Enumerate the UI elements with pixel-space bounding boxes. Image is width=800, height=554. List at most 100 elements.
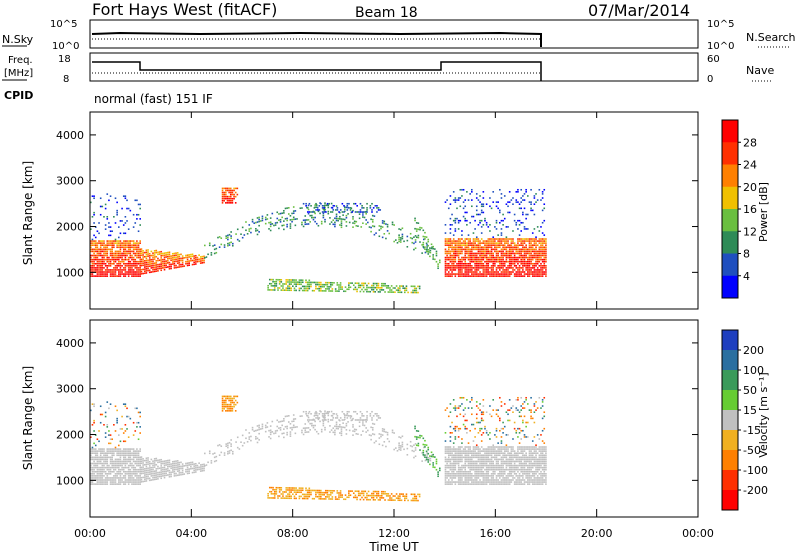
data-cell <box>451 462 453 465</box>
data-cell <box>93 456 95 459</box>
data-cell <box>134 222 137 224</box>
data-cell <box>127 248 130 251</box>
data-cell <box>126 273 128 275</box>
data-cell <box>513 246 516 249</box>
data-cell <box>402 493 404 495</box>
data-cell <box>503 462 506 465</box>
data-cell <box>300 279 302 281</box>
data-cell <box>474 242 476 244</box>
data-cell <box>372 288 375 291</box>
data-cell <box>457 252 460 255</box>
data-cell <box>366 288 368 291</box>
data-cell <box>227 236 229 239</box>
data-cell <box>495 267 498 269</box>
data-cell <box>354 286 357 289</box>
data-cell <box>456 244 458 247</box>
data-cell <box>314 424 316 427</box>
data-cell <box>117 448 120 450</box>
data-cell <box>348 286 350 289</box>
data-cell <box>527 228 529 230</box>
data-cell <box>148 255 151 257</box>
data-cell <box>466 452 468 455</box>
data-cell <box>451 483 453 485</box>
data-cell <box>525 265 527 267</box>
data-cell <box>298 283 301 286</box>
colorbar-swatch <box>722 142 738 165</box>
data-cell <box>98 273 100 275</box>
data-cell <box>508 252 511 255</box>
freq-tick-bottom: 8 <box>63 74 69 85</box>
data-cell <box>499 473 501 475</box>
data-cell <box>176 474 179 477</box>
data-cell <box>457 228 460 230</box>
data-cell <box>533 271 536 273</box>
data-cell <box>484 481 486 483</box>
data-cell <box>113 454 115 457</box>
data-cell <box>480 209 483 212</box>
data-cell <box>398 448 400 451</box>
data-cell <box>479 250 481 253</box>
data-cell <box>163 256 166 259</box>
data-cell <box>505 248 508 251</box>
data-cell <box>480 450 483 452</box>
data-cell <box>111 262 114 265</box>
data-cell <box>126 481 128 483</box>
data-cell <box>103 470 105 473</box>
data-cell <box>365 427 367 429</box>
data-cell <box>104 258 107 261</box>
data-cell <box>106 248 109 251</box>
data-cell <box>513 256 516 259</box>
data-cell <box>99 481 102 483</box>
data-cell <box>294 210 297 212</box>
data-cell <box>444 475 447 477</box>
data-cell <box>136 450 138 452</box>
data-cell <box>475 454 478 457</box>
data-cell <box>339 224 341 226</box>
data-cell <box>479 273 481 275</box>
data-cell <box>477 466 480 469</box>
data-cell <box>512 477 514 479</box>
data-cell <box>119 262 122 265</box>
data-cell <box>527 240 529 242</box>
data-cell <box>124 222 127 224</box>
power-data <box>90 187 547 294</box>
data-cell <box>370 226 372 229</box>
data-cell <box>288 285 291 287</box>
data-cell <box>464 238 467 240</box>
data-cell <box>530 252 532 255</box>
data-cell <box>517 260 519 263</box>
data-cell <box>456 199 458 201</box>
data-cell <box>471 475 473 477</box>
data-cell <box>158 253 161 255</box>
data-cell <box>376 282 378 285</box>
data-cell <box>444 256 447 259</box>
data-cell <box>459 242 462 244</box>
data-cell <box>139 269 141 271</box>
data-cell <box>492 260 495 263</box>
data-cell <box>505 448 508 450</box>
data-cell <box>275 283 278 285</box>
data-cell <box>165 472 167 475</box>
data-cell <box>108 234 110 237</box>
data-cell <box>196 464 199 467</box>
data-cell <box>373 215 376 217</box>
data-cell <box>484 464 486 467</box>
data-cell <box>500 460 503 463</box>
data-cell <box>116 452 118 455</box>
data-cell <box>323 285 325 288</box>
data-cell <box>286 207 288 209</box>
data-cell <box>480 254 483 257</box>
data-cell <box>457 456 460 459</box>
data-cell <box>427 238 430 241</box>
data-cell <box>188 472 191 475</box>
data-cell <box>104 456 107 459</box>
data-cell <box>500 244 503 247</box>
data-cell <box>492 483 495 485</box>
data-cell <box>188 468 191 470</box>
data-cell <box>452 191 455 193</box>
data-cell <box>462 473 465 475</box>
data-cell <box>464 464 467 467</box>
data-cell <box>114 273 117 275</box>
data-cell <box>479 260 481 263</box>
data-cell <box>489 242 491 244</box>
